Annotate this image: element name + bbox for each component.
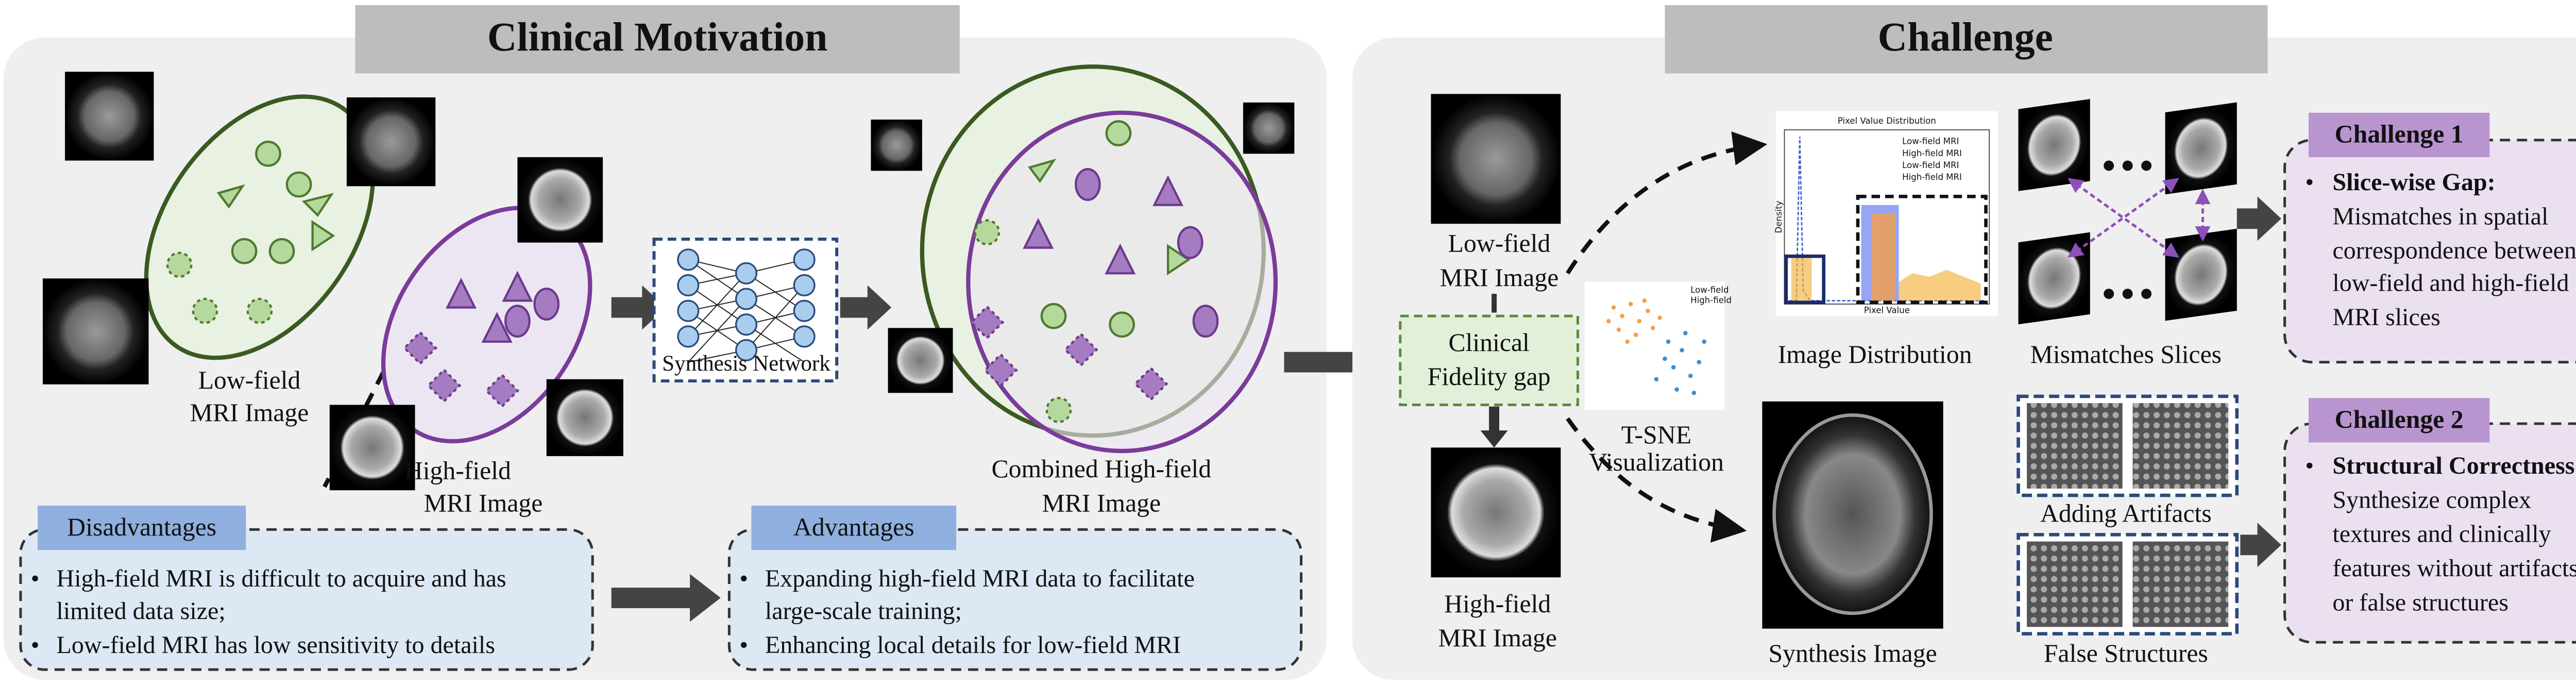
network-label: Synthesis Network <box>662 352 831 376</box>
arrow <box>611 285 666 330</box>
arrow <box>1480 406 1508 448</box>
text-line: High-field MRI is difficult to acquire a… <box>57 565 506 592</box>
arrow <box>2240 523 2281 567</box>
box-title: Disadvantages <box>67 513 216 541</box>
text-line: limited data size; <box>57 597 226 625</box>
legend-entry: High-field <box>1690 295 1732 305</box>
synthesis-brain <box>1772 413 1933 615</box>
tsne-label: T-SNE <box>1621 421 1691 449</box>
caption: Image Distribution <box>1778 340 1972 369</box>
legend-entry: Low-field <box>1690 285 1728 295</box>
heading: Structural Correctness: <box>2332 452 2576 479</box>
high-field-label: MRI Image <box>424 489 543 517</box>
legend-entry: High-field MRI <box>1902 172 1962 182</box>
title-banner <box>1665 5 2268 74</box>
text-line: Expanding high-field MRI data to facilit… <box>765 565 1195 592</box>
text-line: large-scale training; <box>765 597 962 625</box>
box-title: Challenge 2 <box>2335 405 2464 433</box>
histogram-plot: Pixel Value Distribution Low-field MRI H… <box>1774 111 1998 316</box>
legend-entry: High-field MRI <box>1902 148 1962 158</box>
text-line: MRI slices <box>2332 304 2441 331</box>
combined-label: MRI Image <box>1042 489 1161 517</box>
text-line: Enhancing local details for low-field MR… <box>765 631 1181 659</box>
gap-label: Fidelity gap <box>1428 362 1551 391</box>
bullet: • <box>739 631 748 659</box>
bullet: • <box>2305 452 2314 479</box>
arrow <box>611 574 721 622</box>
gap-box <box>1399 314 1579 406</box>
low-field-label: Low-field <box>198 366 301 394</box>
challenge2-box: Challenge 2 • Structural Correctness: Sy… <box>2283 398 2576 644</box>
dashed-arrow <box>1566 417 1747 543</box>
heading: Slice-wise Gap: <box>2332 169 2495 196</box>
gap-label: Clinical <box>1448 328 1529 357</box>
low-field-label: MRI Image <box>190 398 309 427</box>
high-field-label: High-field <box>1444 590 1551 618</box>
low-field-cluster <box>144 94 376 360</box>
bullet: • <box>2305 169 2314 196</box>
challenge1-box: Challenge 1 • Slice-wise Gap: Mismatches… <box>2283 112 2576 364</box>
text-line: low-field and high-field <box>2332 270 2569 297</box>
legend-entry: Low-field MRI <box>1902 160 1959 170</box>
mismatch-slices <box>2018 99 2237 325</box>
text-line: features without artifacts <box>2332 555 2576 582</box>
artifact-patches <box>2016 394 2239 636</box>
arrow <box>840 285 892 330</box>
text-line: textures and clinically <box>2332 521 2551 548</box>
mri-image <box>1431 94 1561 224</box>
box-title: Challenge 1 <box>2335 120 2464 148</box>
caption: Mismatches Slices <box>2030 340 2222 369</box>
plot-title: Pixel Value Distribution <box>1838 116 1936 126</box>
advantages-box: Advantages • Expanding high-field MRI da… <box>727 506 1303 671</box>
text-line: correspondence between <box>2332 237 2576 264</box>
mri-thumbnails <box>43 72 623 491</box>
axis-label: Density <box>1774 201 1784 233</box>
caption: Adding Artifacts <box>2040 499 2212 527</box>
dashed-arrow <box>1566 131 1768 275</box>
high-field-label: MRI Image <box>1438 624 1557 652</box>
bullet: • <box>31 565 40 592</box>
caption: Synthesis Image <box>1768 639 1937 667</box>
text-line: Synthesize complex <box>2332 486 2531 513</box>
arrow <box>2236 196 2281 241</box>
high-field-label: High-field <box>404 456 511 484</box>
disadvantages-box: Disadvantages • High-field MRI is diffic… <box>19 506 594 671</box>
panel-bg <box>1352 37 2576 680</box>
axis-label: Pixel Value <box>1864 306 1910 315</box>
low-field-label: Low-field <box>1448 229 1551 258</box>
combined-cluster <box>871 64 1295 454</box>
panel-title: Clinical Motivation <box>487 14 828 60</box>
caption: False Structures <box>2044 639 2208 667</box>
tsne-plot: Low-field High-field <box>1584 281 1732 410</box>
low-field-label: MRI Image <box>1440 263 1559 292</box>
combined-label: Combined High-field <box>992 455 1212 483</box>
panel-title: Challenge <box>1878 14 2053 60</box>
text-line: Low-field MRI has low sensitivity to det… <box>57 631 495 659</box>
text-line: or false structures <box>2332 589 2509 616</box>
bullet: • <box>739 565 748 592</box>
synthesis-network <box>652 238 839 383</box>
mri-image <box>1431 447 1561 578</box>
tsne-label: Visualization <box>1589 448 1724 476</box>
title-banner <box>355 5 960 74</box>
legend-entry: Low-field MRI <box>1902 137 1959 146</box>
box-title: Advantages <box>793 513 914 541</box>
text-line: Mismatches in spatial <box>2332 203 2548 230</box>
bullet: • <box>31 631 40 659</box>
